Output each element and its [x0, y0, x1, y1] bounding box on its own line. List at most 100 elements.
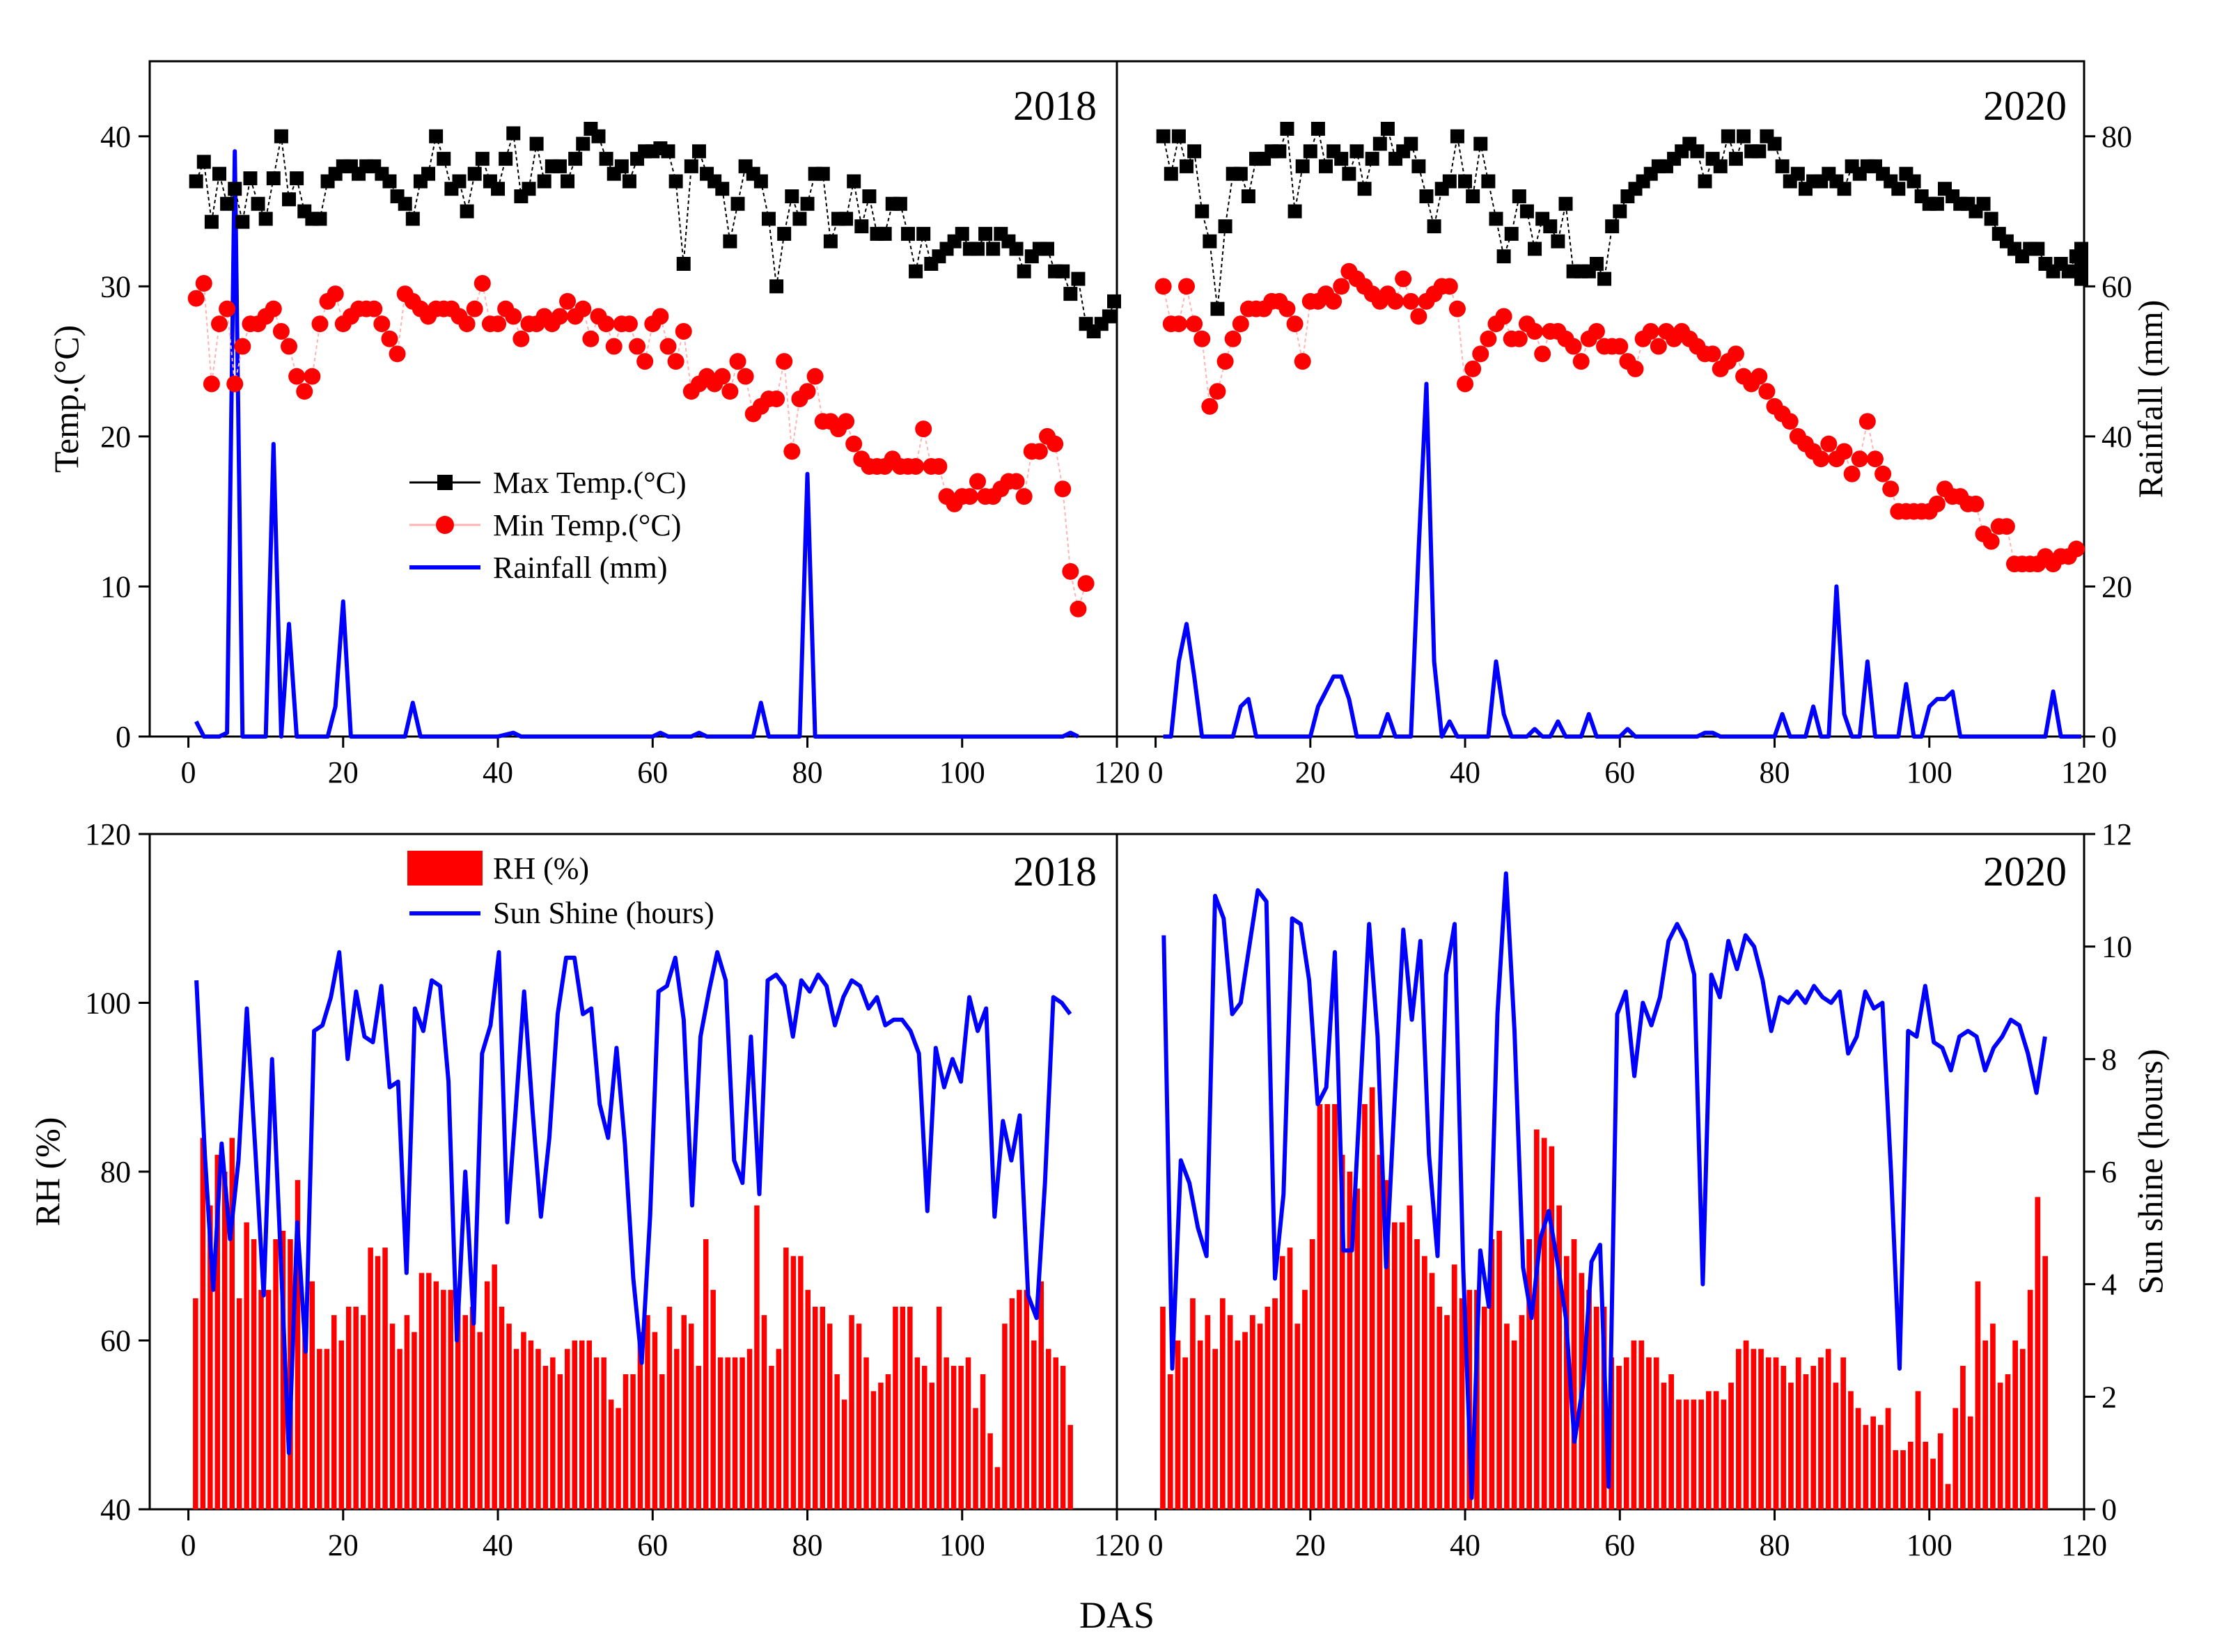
min-temp-point-2020-56 [1588, 323, 1605, 340]
min-temp-point-2018-39 [490, 315, 507, 333]
max-temp-point-2020-37 [1442, 174, 1457, 189]
max-temp-point-2020-52 [1558, 196, 1573, 211]
rh-bar-2018-57 [608, 1399, 614, 1509]
max-temp-point-2018-52 [591, 129, 606, 143]
max-temp-point-2020-39 [1458, 174, 1473, 189]
min-temp-point-2020-16 [1278, 300, 1296, 317]
bottom-xtick-label-0-0: 0 [181, 1528, 196, 1562]
rh-bar-2020-75 [1721, 1399, 1727, 1509]
max-temp-line-2020 [1162, 126, 2082, 309]
rh-bar-2018-95 [885, 1374, 891, 1509]
max-temp-point-2020-16 [1280, 122, 1294, 136]
rh-bar-2018-101 [929, 1383, 934, 1509]
top-panel: 0 20 40 60 80 100 120 0 20 40 60 80 100 1200102030400… [47, 60, 2170, 789]
max-temp-point-2020-124 [2074, 272, 2088, 286]
rh-bar-2020-109 [1975, 1281, 1981, 1509]
rh-bar-2020-93 [1855, 1408, 1861, 1509]
min-temp-point-2018-68 [714, 368, 731, 385]
min-temp-point-2018-36 [466, 300, 483, 317]
rh-bar-2020-16 [1279, 1256, 1285, 1510]
max-temp-point-2018-84 [839, 212, 854, 226]
rh-bar-2018-42 [499, 1307, 505, 1509]
max-temp-point-2018-74 [761, 212, 776, 226]
min-temp-point-2018-56 [620, 315, 638, 333]
max-temp-point-2020-15 [1272, 144, 1287, 159]
max-temp-point-2020-41 [1473, 136, 1488, 151]
min-temp-line-2020 [1162, 270, 2077, 565]
rh-bar-2020-35 [1422, 1256, 1427, 1510]
max-temp-point-2018-48 [561, 174, 575, 189]
rh-bar-2020-12 [1250, 1315, 1255, 1509]
rh-bar-2018-40 [484, 1281, 490, 1509]
rh-bar-2020-112 [1997, 1383, 2003, 1509]
max-temp-point-2020-25 [1349, 144, 1364, 159]
rh-bar-2018-119 [1060, 1365, 1066, 1509]
min-temp-point-2018-94 [915, 420, 932, 438]
max-temp-point-2020-24 [1342, 166, 1356, 181]
top-xtick-label-1-4: 80 [1760, 755, 1790, 789]
max-temp-point-2018-2 [204, 214, 219, 229]
rh-bar-2018-19 [331, 1315, 337, 1509]
bottom-right-axis-label: Sun shine (hours) [2131, 1049, 2170, 1295]
max-temp-point-2018-4 [220, 196, 235, 211]
rh-bar-2018-120 [1067, 1424, 1073, 1510]
rh-bar-2020-29 [1377, 1154, 1383, 1510]
max-temp-point-2020-70 [1698, 174, 1712, 189]
rh-bar-2020-47 [1511, 1340, 1517, 1509]
rh-bar-2020-4 [1190, 1298, 1196, 1509]
rh-bar-2020-98 [1893, 1450, 1899, 1509]
legend-min-temp-marker [436, 516, 454, 534]
rh-bar-2018-33 [433, 1281, 439, 1509]
rh-bar-2018-90 [849, 1315, 854, 1509]
min-temp-point-2018-100 [961, 488, 978, 505]
max-temp-point-2018-91 [893, 196, 907, 211]
rh-bar-2018-83 [798, 1256, 804, 1510]
rh-bar-2018-36 [455, 1298, 461, 1509]
min-temp-point-2020-18 [1294, 353, 1311, 370]
rh-bar-2020-30 [1384, 1180, 1390, 1509]
min-temp-point-2020-6 [1201, 398, 1219, 415]
rh-bar-2020-62 [1623, 1357, 1629, 1510]
max-temp-point-2018-103 [986, 242, 1001, 256]
rh-bar-2018-118 [1053, 1357, 1058, 1510]
rh-bar-2018-52 [572, 1340, 577, 1509]
rh-bar-2020-72 [1698, 1399, 1704, 1509]
rh-bar-2020-6 [1205, 1315, 1211, 1509]
min-temp-point-2018-48 [559, 292, 577, 310]
min-temp-point-2018-71 [737, 368, 754, 385]
min-temp-point-2020-33 [1410, 308, 1427, 325]
min-temp-point-2020-4 [1186, 315, 1203, 333]
max-temp-point-2018-89 [877, 226, 892, 241]
max-temp-point-2020-97 [1907, 174, 1921, 189]
rh-bar-2020-90 [1833, 1383, 1839, 1509]
bottom-left-axis-label: RH (%) [28, 1117, 67, 1227]
rh-bar-2020-63 [1631, 1340, 1637, 1509]
max-temp-point-2018-28 [405, 212, 420, 226]
rh-bar-2018-29 [404, 1315, 410, 1509]
max-temp-point-2018-61 [661, 144, 675, 159]
top-xtick-label-0-0: 0 [181, 755, 196, 789]
rh-bar-2018-81 [783, 1248, 789, 1509]
rh-bar-2018-94 [878, 1383, 884, 1509]
max-temp-point-2018-92 [900, 226, 915, 241]
max-temp-point-2020-107 [1984, 212, 1998, 226]
rh-bar-2020-11 [1242, 1332, 1248, 1509]
rh-bar-2020-19 [1302, 1289, 1308, 1510]
rh-bar-2020-25 [1347, 1172, 1353, 1509]
rh-bar-2020-70 [1683, 1399, 1689, 1509]
rh-bar-2020-14 [1265, 1307, 1271, 1509]
rh-bar-2020-91 [1840, 1357, 1846, 1510]
max-temp-point-2020-73 [1721, 129, 1735, 143]
rh-bar-2020-114 [2012, 1340, 2018, 1509]
rh-bar-2020-31 [1392, 1222, 1398, 1510]
min-temp-point-2020-2 [1170, 315, 1187, 333]
min-temp-point-2018-62 [667, 353, 684, 370]
bottom-xtick-label-1-5: 100 [1907, 1528, 1952, 1562]
max-temp-point-2018-45 [537, 174, 551, 189]
min-temp-point-2018-96 [930, 458, 948, 475]
legend-max-temp-label: Max Temp.(°C) [493, 466, 687, 500]
rh-bar-2018-70 [703, 1239, 709, 1509]
min-temp-point-2020-44 [1495, 308, 1512, 325]
rainfall-line-2020 [1163, 381, 2081, 739]
